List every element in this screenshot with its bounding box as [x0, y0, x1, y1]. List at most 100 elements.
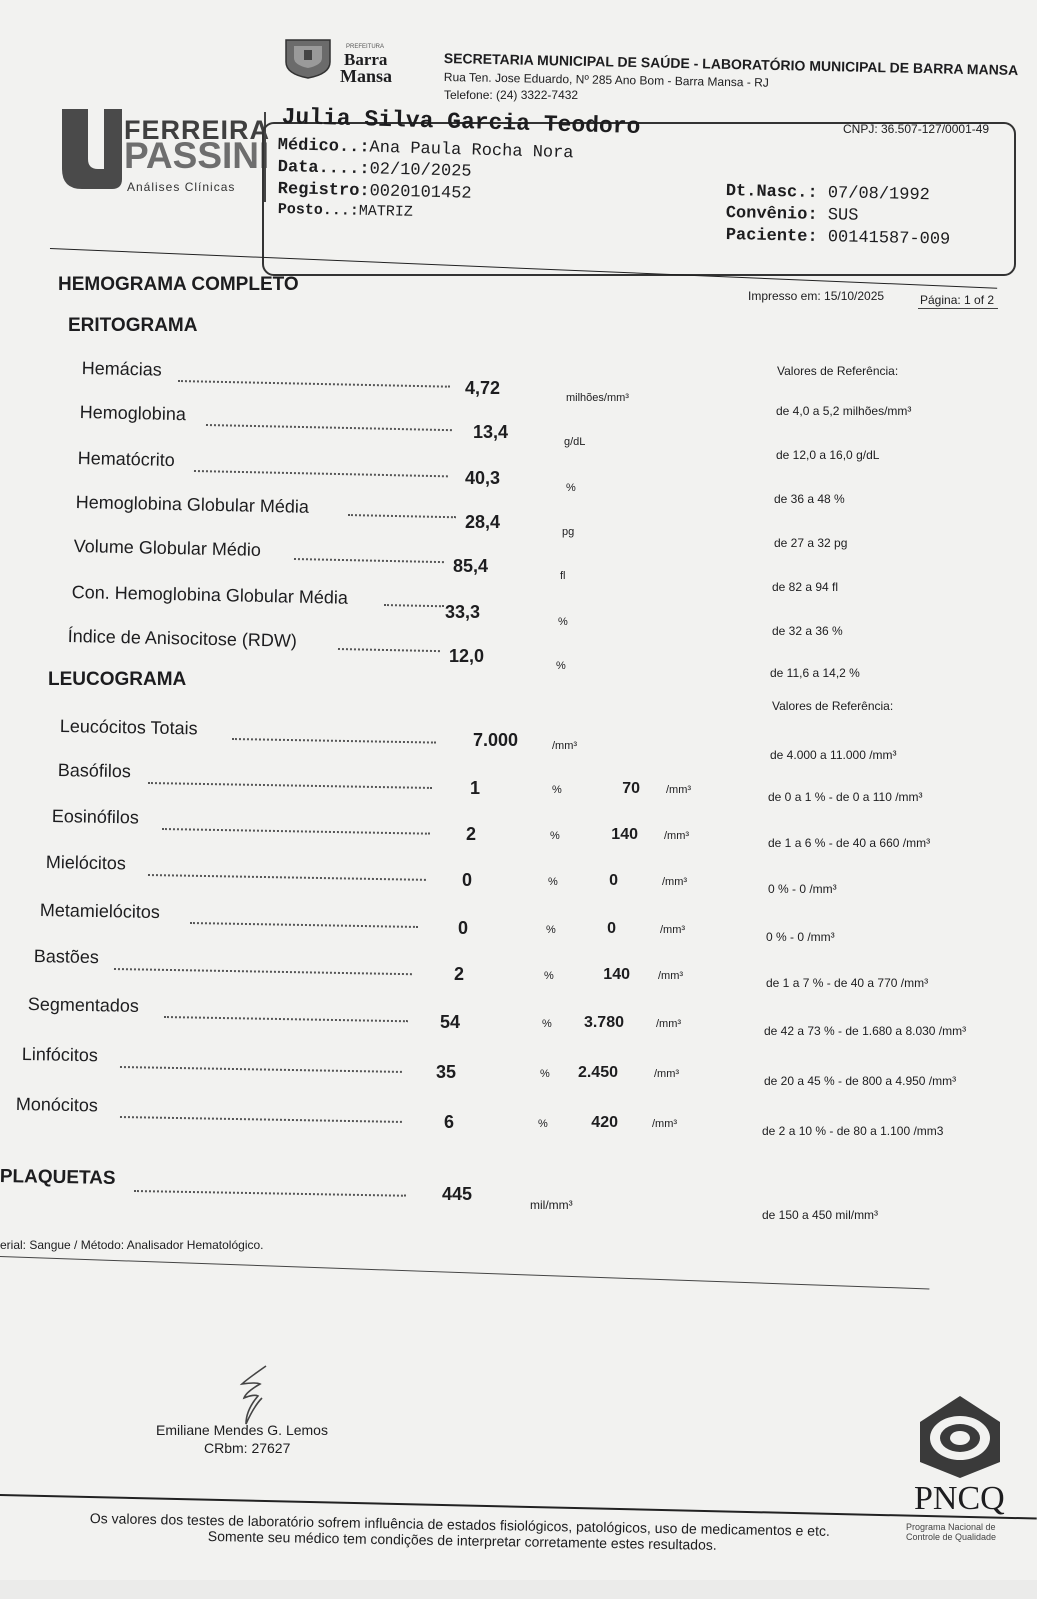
leuco-label: Eosinófilos	[51, 806, 140, 828]
pncq-sub-2: Controle de Qualidade	[906, 1532, 997, 1542]
leuco-unit: /mm³	[660, 924, 686, 936]
leuco-leader	[113, 968, 412, 976]
eritrograma-ref-header: Valores de Referência:	[777, 364, 899, 378]
material-rule	[0, 1256, 930, 1290]
pncq-logo-icon	[920, 1396, 1000, 1478]
leuco-percent-sign: %	[544, 970, 554, 982]
paciente-value: 00141587-009	[827, 228, 951, 250]
posto-label: Posto...:	[277, 201, 359, 220]
result-label: Hemoglobina	[79, 402, 187, 425]
leuco-label: Basófilos	[57, 760, 132, 782]
plaquetas-ref: de 150 a 450 mil/mm³	[762, 1208, 879, 1222]
leuco-percent-sign: %	[548, 876, 558, 888]
leuco-percent: 2	[465, 824, 476, 844]
brand-subtitle: Análises Clínicas	[127, 180, 236, 194]
result-label: Con. Hemoglobina Globular Média	[71, 582, 349, 608]
page-number: Página: 1 of 2	[920, 293, 995, 307]
posto-row: Posto...:MATRIZ	[278, 201, 413, 221]
data-label: Data....:	[277, 158, 370, 180]
leucocitos-totais-leader	[231, 738, 436, 744]
result-unit: fl	[560, 570, 566, 582]
eritrograma-title: ERITOGRAMA	[68, 315, 198, 336]
result-label: Hematócrito	[77, 448, 176, 471]
paciente-label: Paciente:	[725, 226, 818, 247]
leuco-leader	[147, 782, 432, 789]
leuco-unit: /mm³	[656, 1018, 682, 1030]
leuco-unit: /mm³	[658, 970, 684, 982]
logo-divider	[264, 112, 266, 202]
printed-date: Impresso em: 15/10/2025	[748, 289, 885, 303]
signer-name: Emiliane Mendes G. Lemos	[156, 1422, 328, 1438]
leuco-absolute: 70	[622, 780, 640, 797]
leuco-leader	[119, 1116, 402, 1123]
patient-info-box	[262, 122, 1016, 276]
medico-label: Médico..:	[277, 136, 370, 158]
leuco-reference: de 1 a 6 % - de 40 a 660 /mm³	[768, 836, 931, 850]
leucocitos-totais-unit: /mm³	[552, 740, 578, 752]
leuco-percent-sign: %	[546, 924, 556, 936]
result-value: 13,4	[472, 422, 508, 442]
result-reference: de 36 a 48 %	[774, 492, 845, 506]
result-unit: milhões/mm³	[566, 392, 629, 404]
pncq-sub-1: Programa Nacional de	[906, 1522, 996, 1532]
brand-passini: PASSINI	[124, 135, 270, 176]
leuco-unit: /mm³	[652, 1118, 678, 1130]
result-leader	[177, 380, 450, 388]
result-value: 12,0	[448, 646, 484, 666]
nasc-value: 07/08/1992	[827, 184, 931, 206]
result-reference: de 4,0 a 5,2 milhões/mm³	[776, 404, 912, 418]
leucograma-title: LEUCOGRAMA	[48, 669, 187, 690]
leuco-unit: /mm³	[654, 1068, 680, 1080]
leuco-absolute: 140	[611, 826, 638, 843]
leuco-unit: /mm³	[666, 784, 692, 796]
data-value: 02/10/2025	[369, 160, 472, 182]
result-reference: de 82 a 94 fl	[772, 580, 839, 594]
leuco-reference: de 20 a 45 % - de 800 a 4.950 /mm³	[764, 1074, 957, 1088]
result-reference: de 11,6 a 14,2 %	[770, 666, 860, 680]
leuco-unit: /mm³	[662, 876, 688, 888]
convenio-row: Convênio: SUS	[726, 204, 859, 226]
lab-phone: Telefone: (24) 3322-7432	[444, 88, 579, 102]
result-value: 33,3	[444, 602, 480, 622]
lab-cnpj: CNPJ: 36.507-127/0001-49	[843, 122, 990, 136]
result-reference: de 32 a 36 %	[772, 624, 843, 638]
result-label: Índice de Anisocitose (RDW)	[67, 626, 298, 651]
leuco-reference: de 2 a 10 % - de 80 a 1.100 /mm3	[762, 1124, 944, 1138]
leuco-leader	[119, 1066, 402, 1073]
leuco-unit: /mm³	[664, 830, 690, 842]
leuco-leader	[147, 874, 426, 881]
plaquetas-unit: mil/mm³	[530, 1198, 573, 1212]
plaquetas-leader	[133, 1190, 406, 1197]
registro-value: 0020101452	[369, 182, 472, 204]
leuco-leader	[161, 828, 430, 835]
leucocitos-totais-ref: de 4.000 a 11.000 /mm³	[770, 748, 897, 762]
registro-label: Registro:	[277, 180, 370, 202]
brand-ferreira: FERREIRA	[124, 115, 271, 145]
result-unit: %	[556, 660, 566, 672]
result-value: 4,72	[464, 378, 500, 398]
leuco-label: Monócitos	[15, 1094, 99, 1116]
leuco-percent-sign: %	[550, 830, 560, 842]
leuco-label: Segmentados	[27, 994, 140, 1016]
leuco-leader	[189, 922, 418, 928]
leucograma-ref-header: Valores de Referência:	[772, 699, 894, 713]
leuco-absolute: 2.450	[577, 1064, 618, 1081]
city-name-mansa: Mansa	[340, 66, 393, 86]
result-reference: de 27 a 32 pg	[774, 536, 848, 550]
barra-mansa-crest-icon	[285, 39, 331, 79]
leuco-percent: 35	[435, 1062, 456, 1082]
plaquetas-label: PLAQUETAS	[0, 1166, 116, 1190]
result-value: 40,3	[464, 468, 500, 488]
leuco-percent: 6	[443, 1112, 454, 1132]
leuco-reference: 0 % - 0 /mm³	[768, 882, 837, 896]
material-method: erial: Sangue / Método: Analisador Hemat…	[0, 1238, 264, 1252]
result-leader	[205, 424, 452, 432]
leuco-reference: de 0 a 1 % - de 0 a 110 /mm³	[768, 790, 923, 804]
leuco-absolute: 0	[609, 872, 618, 889]
posto-value: MATRIZ	[358, 202, 414, 221]
result-reference: de 12,0 a 16,0 g/dL	[776, 448, 880, 462]
leucocitos-totais-value: 7.000	[472, 730, 518, 750]
result-unit: g/dL	[564, 436, 586, 448]
leuco-label: Metamielócitos	[39, 900, 161, 923]
lab-address: Rua Ten. Jose Eduardo, Nº 285 Ano Bom - …	[443, 70, 769, 90]
